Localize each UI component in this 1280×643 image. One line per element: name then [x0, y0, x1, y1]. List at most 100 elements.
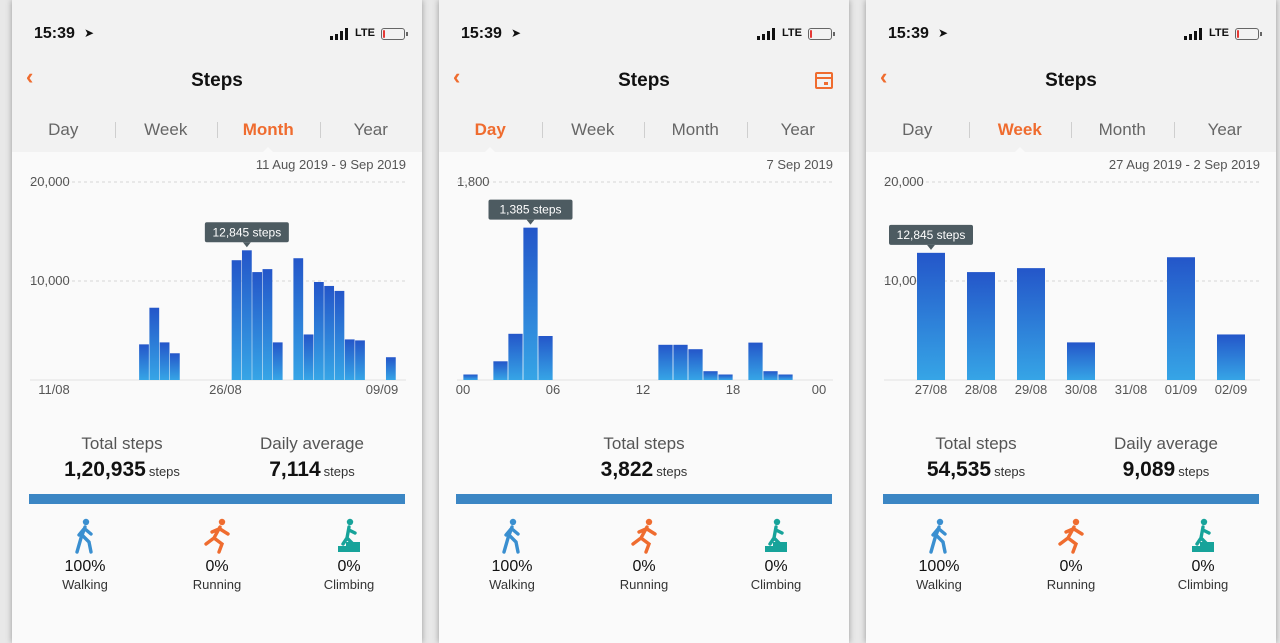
chart-bar[interactable] [272, 342, 283, 380]
steps-chart[interactable]: 1,800 00 06 12 18 00 1,385 steps [439, 152, 849, 402]
chart-bar[interactable] [344, 339, 355, 380]
chart-bar[interactable] [324, 285, 335, 380]
chevron-left-icon[interactable]: ‹ [880, 64, 888, 89]
steps-screen-month: 15:39 ➤ LTE ‹ Steps Day Week Month Year 11 … [12, 0, 422, 643]
chart-bar[interactable] [1217, 334, 1245, 380]
chart-bar[interactable] [385, 357, 396, 380]
activity-running: 0% Running [1026, 518, 1116, 592]
y-tick-label: 10,000 [30, 273, 70, 288]
x-tick-label: 00 [456, 382, 470, 397]
total-steps: Total steps 1,20,935 steps [37, 434, 207, 482]
steps-chart[interactable]: 20,000 10,000 11/08 26/08 09/09 12,845 steps [12, 152, 422, 402]
chart-bar[interactable] [523, 227, 538, 380]
chart-bar[interactable] [917, 252, 945, 380]
chart-bar[interactable] [303, 334, 314, 380]
tab-year[interactable]: Year [1173, 110, 1277, 152]
tab-day[interactable]: Day [439, 110, 542, 154]
activity-percent: 100% [64, 558, 106, 575]
chart-bar[interactable] [673, 344, 688, 380]
chart-bar[interactable] [139, 344, 149, 380]
tab-month[interactable]: Month [1071, 110, 1174, 152]
nav-bar: ‹ Steps [12, 62, 422, 110]
activity-progress-bar [883, 494, 1259, 504]
chart-bar[interactable] [493, 361, 508, 380]
running-icon [629, 518, 659, 554]
walking-icon [497, 518, 527, 554]
tab-month[interactable]: Month [217, 110, 320, 154]
stat-label: Daily average [260, 434, 364, 453]
activity-progress-bar [456, 494, 832, 504]
tab-day[interactable]: Day [902, 120, 933, 139]
chart-bar[interactable] [508, 333, 523, 380]
activity-name: Running [192, 577, 242, 592]
stat-unit: steps [323, 464, 355, 479]
tooltip-text: 1,385 steps [499, 203, 561, 217]
chart-bar[interactable] [967, 272, 995, 380]
x-tick-label: 02/09 [1215, 382, 1248, 397]
signal-icon [330, 28, 350, 40]
chart-bar[interactable] [169, 353, 180, 380]
chart-bar[interactable] [241, 250, 252, 380]
activity-walking: 100% Walking [40, 518, 130, 592]
chart-bar[interactable] [293, 258, 304, 380]
chart-bar[interactable] [231, 260, 242, 380]
page-title: Steps [618, 70, 670, 91]
status-bar: 15:39 ➤ LTE [866, 0, 1276, 62]
tab-day[interactable]: Day [48, 120, 79, 139]
chevron-left-icon[interactable]: ‹ [26, 64, 34, 89]
chart-tooltip: 1,385 steps [488, 199, 573, 225]
chart-bar[interactable] [149, 307, 160, 380]
content-area: 11 Aug 2019 - 9 Sep 2019 20,000 10,000 11/… [12, 152, 422, 643]
location-arrow-icon: ➤ [511, 26, 522, 40]
chevron-left-icon[interactable]: ‹ [453, 64, 461, 89]
steps-chart[interactable]: 20,000 10,000 27/08 28/08 29/08 30/08 31/08 01/… [866, 152, 1276, 402]
chart-bar[interactable] [313, 281, 324, 380]
x-tick-label: 18 [726, 382, 740, 397]
total-steps: Total steps 3,822 steps [559, 434, 729, 482]
tab-year[interactable]: Year [746, 110, 850, 152]
network-type: LTE [1209, 27, 1229, 39]
stat-label: Total steps [81, 434, 163, 453]
x-tick-label: 12 [636, 382, 650, 397]
chart-bar[interactable] [1067, 342, 1095, 380]
chart-bar[interactable] [334, 290, 345, 380]
chart-bar[interactable] [748, 342, 763, 380]
activity-name: Running [1046, 577, 1096, 592]
activity-climbing: 0% Climbing [1158, 518, 1248, 592]
activity-percent: 0% [205, 558, 229, 575]
stat-value: 9,089 steps [1122, 458, 1210, 481]
nav-bar: ‹ Steps [866, 62, 1276, 110]
content-area: 27 Aug 2019 - 2 Sep 2019 20,000 10,000 27/… [866, 152, 1276, 643]
stat-value: 3,822 steps [600, 458, 688, 481]
chart-bar[interactable] [688, 349, 703, 380]
tooltip-text: 12,845 steps [897, 228, 966, 242]
chart-bar[interactable] [1167, 257, 1195, 380]
stat-value: 54,535 steps [926, 458, 1026, 481]
chart-bar[interactable] [159, 342, 170, 380]
chart-bar[interactable] [763, 371, 778, 380]
activity-percent: 0% [764, 558, 788, 575]
chart-bar[interactable] [658, 344, 673, 380]
chart-bar[interactable] [262, 269, 273, 380]
date-range: 11 Aug 2019 - 9 Sep 2019 [255, 157, 406, 172]
chart-bar[interactable] [778, 374, 793, 381]
tab-week[interactable]: Week [968, 110, 1072, 154]
chart-bar[interactable] [252, 272, 263, 380]
activity-climbing: 0% Climbing [304, 518, 394, 592]
tab-month[interactable]: Month [644, 110, 747, 152]
chart-bar[interactable] [1017, 268, 1045, 380]
tab-year[interactable]: Year [319, 110, 423, 152]
stat-unit: steps [1178, 464, 1210, 479]
chart-bar[interactable] [538, 336, 553, 380]
chart-bar[interactable] [718, 374, 733, 381]
x-tick-label: 28/08 [965, 382, 998, 397]
running-icon [1056, 518, 1086, 554]
chart-bar[interactable] [355, 340, 365, 380]
chart-tooltip: 12,845 steps [204, 222, 289, 248]
calendar-icon[interactable] [815, 72, 833, 89]
activity-breakdown: 100% Walking 0% Running 0% Climbing [439, 518, 849, 598]
chart-bar[interactable] [703, 371, 718, 380]
chart-bar[interactable] [463, 374, 478, 381]
tab-week[interactable]: Week [541, 110, 645, 152]
tab-week[interactable]: Week [114, 110, 218, 152]
